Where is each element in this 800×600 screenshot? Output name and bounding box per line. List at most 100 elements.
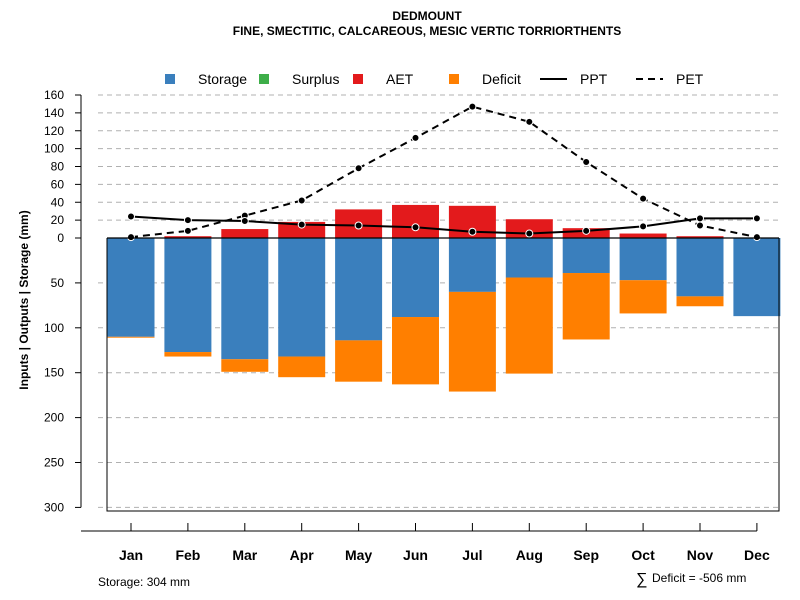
ppt-point-sep bbox=[582, 226, 591, 235]
pet-point-aug bbox=[525, 117, 534, 126]
y-axis-label: Inputs | Outputs | Storage (mm) bbox=[17, 210, 31, 389]
ppt-point-may bbox=[354, 221, 363, 230]
month-label-dec: Dec bbox=[744, 547, 770, 563]
ppt-point-feb bbox=[183, 216, 192, 225]
aet-bar-apr bbox=[278, 221, 326, 238]
month-label-jul: Jul bbox=[462, 547, 482, 563]
storage-bar-sep bbox=[562, 238, 610, 274]
pet-line bbox=[130, 105, 758, 239]
month-label-mar: Mar bbox=[232, 547, 257, 563]
y-tick-label-neg-100: 100 bbox=[44, 321, 64, 335]
pet-point-sep bbox=[582, 158, 591, 167]
series-lines bbox=[127, 102, 761, 242]
legend-label-deficit: Deficit bbox=[482, 71, 521, 87]
ppt-line bbox=[130, 215, 757, 235]
ppt-point-mar bbox=[240, 217, 249, 226]
aet-bar-oct bbox=[619, 233, 667, 238]
storage-bar-may bbox=[335, 238, 383, 341]
month-label-may: May bbox=[345, 547, 372, 563]
y-tick-label-20: 20 bbox=[51, 213, 65, 227]
y-tick-label-80: 80 bbox=[51, 160, 65, 174]
ppt-point-oct bbox=[639, 222, 648, 231]
chart-title: DEDMOUNT bbox=[392, 9, 462, 23]
pet-point-oct bbox=[639, 194, 648, 203]
pet-point-may bbox=[354, 164, 363, 173]
ppt-point-aug bbox=[525, 229, 534, 238]
month-label-nov: Nov bbox=[687, 547, 714, 563]
pet-point-feb bbox=[183, 226, 192, 235]
legend-label-aet: AET bbox=[386, 71, 414, 87]
y-tick-label-160: 160 bbox=[44, 88, 64, 102]
deficit-bar-mar bbox=[221, 359, 269, 372]
legend-swatch-storage bbox=[165, 74, 175, 84]
deficit-bar-apr bbox=[278, 356, 326, 378]
y-tick-label-60: 60 bbox=[51, 177, 65, 191]
y-tick-label-140: 140 bbox=[44, 106, 64, 120]
storage-bar-jul bbox=[448, 238, 496, 292]
month-label-jun: Jun bbox=[403, 547, 428, 563]
legend-label-ppt: PPT bbox=[580, 71, 608, 87]
aet-bar-feb bbox=[164, 236, 212, 238]
y-tick-label-120: 120 bbox=[44, 124, 64, 138]
y-tick-label-neg-250: 250 bbox=[44, 456, 64, 470]
legend-swatch-aet bbox=[353, 74, 363, 84]
aet-bar-jun bbox=[392, 204, 439, 238]
y-tick-label-neg-150: 150 bbox=[44, 366, 64, 380]
month-label-feb: Feb bbox=[175, 547, 200, 563]
y-tick-label-100: 100 bbox=[44, 142, 64, 156]
deficit-bar-jun bbox=[392, 317, 439, 385]
y-tick-label-40: 40 bbox=[51, 195, 65, 209]
y-tick-label-0: 0 bbox=[57, 231, 64, 245]
deficit-bar-oct bbox=[619, 280, 667, 314]
y-tick-label-neg-200: 200 bbox=[44, 411, 64, 425]
lower-panel-border bbox=[106, 238, 780, 512]
deficit-bar-aug bbox=[505, 277, 553, 374]
ppt-point-jun bbox=[411, 223, 420, 232]
y-tick-label-neg-300: 300 bbox=[44, 500, 64, 514]
axes: 0 20 40 60 80 100 120 140 160 50 100 150 200 250 300 Ja… bbox=[44, 88, 780, 563]
month-label-sep: Sep bbox=[573, 547, 599, 563]
storage-bar-oct bbox=[619, 238, 667, 281]
pet-point-apr bbox=[297, 196, 306, 205]
storage-bar-aug bbox=[505, 238, 553, 278]
ppt-point-dec bbox=[752, 214, 761, 223]
month-label-apr: Apr bbox=[290, 547, 315, 563]
storage-bar-dec bbox=[733, 238, 781, 317]
pet-point-jan bbox=[127, 233, 135, 242]
deficit-bar-nov bbox=[676, 296, 724, 307]
storage-bar-apr bbox=[278, 238, 326, 357]
deficit-bar-may bbox=[335, 340, 383, 382]
deficit-bar-sep bbox=[562, 273, 610, 340]
legend-label-surplus: Surplus bbox=[292, 71, 339, 87]
pet-point-dec bbox=[752, 233, 761, 242]
ppt-point-apr bbox=[297, 220, 306, 229]
month-label-oct: Oct bbox=[631, 547, 655, 563]
legend-swatch-surplus bbox=[259, 74, 269, 84]
pet-point-jun bbox=[411, 133, 420, 142]
deficit-bar-jan bbox=[107, 336, 155, 338]
y-tick-label-neg-50: 50 bbox=[51, 276, 65, 290]
sum-symbol: ∑ bbox=[636, 571, 647, 588]
ppt-point-jul bbox=[468, 227, 477, 236]
storage-bar-jun bbox=[392, 238, 439, 318]
deficit-footer: Deficit = -506 mm bbox=[652, 571, 746, 585]
aet-bar-nov bbox=[676, 236, 724, 238]
legend-label-pet: PET bbox=[676, 71, 704, 87]
month-label-aug: Aug bbox=[516, 547, 543, 563]
month-label-jan: Jan bbox=[119, 547, 143, 563]
legend-swatch-deficit bbox=[449, 74, 459, 84]
pet-point-nov bbox=[696, 221, 704, 230]
legend: Storage Surplus AET Deficit PPT PET bbox=[165, 71, 704, 87]
storage-bar-nov bbox=[676, 238, 724, 297]
bars bbox=[107, 204, 781, 392]
storage-bar-jan bbox=[107, 238, 155, 337]
deficit-bar-jul bbox=[448, 291, 496, 392]
ppt-point-jan bbox=[127, 212, 135, 221]
chart-subtitle: FINE, SMECTITIC, CALCAREOUS, MESIC VERTI… bbox=[233, 24, 621, 38]
storage-bar-mar bbox=[221, 238, 269, 360]
storage-bar-feb bbox=[164, 238, 212, 353]
pet-point-jul bbox=[468, 102, 477, 111]
storage-footer: Storage: 304 mm bbox=[98, 575, 190, 589]
aet-bar-mar bbox=[221, 229, 269, 238]
